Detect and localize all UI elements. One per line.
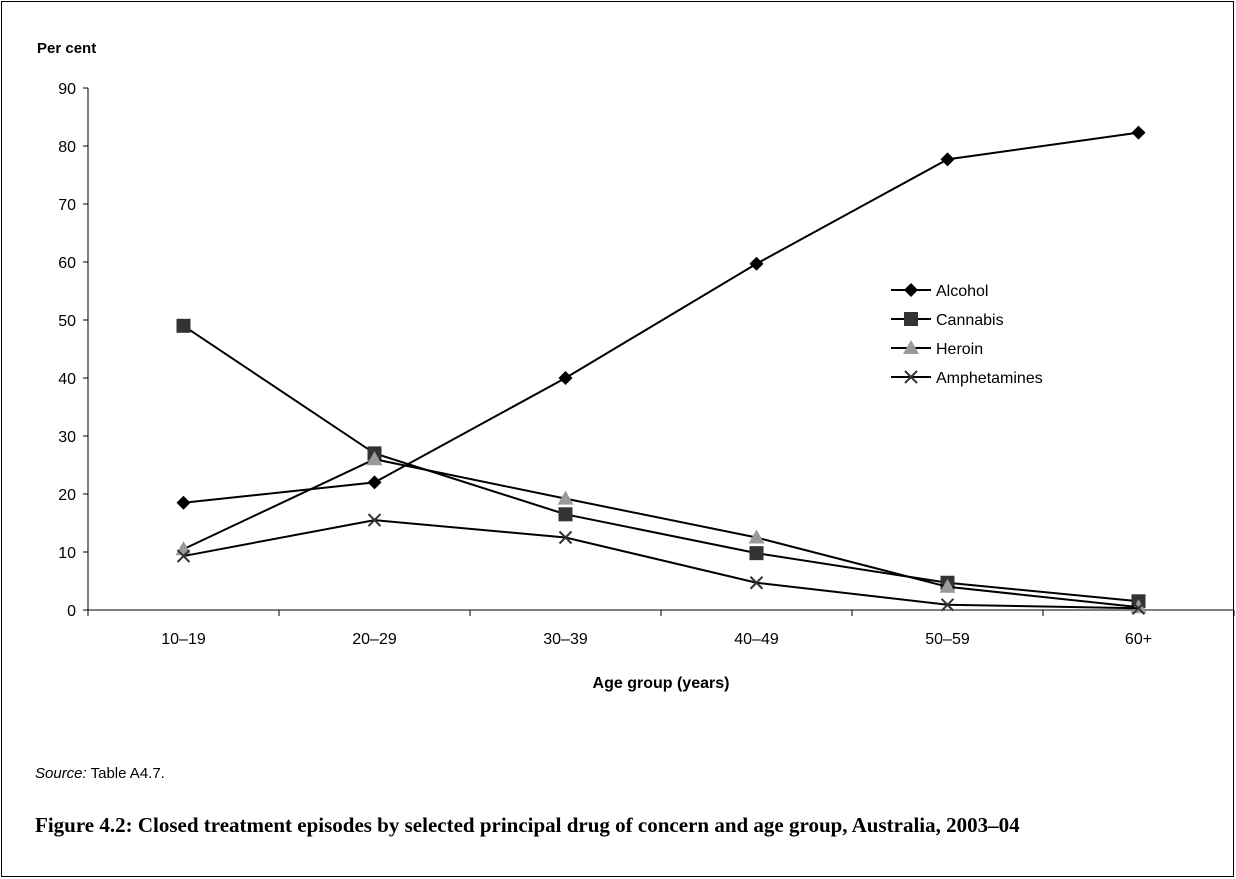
point-alcohol — [940, 152, 955, 167]
x-tick-label: 20–29 — [352, 631, 397, 648]
x-axis-label: Age group (years) — [593, 675, 730, 692]
y-tick-label: 50 — [58, 313, 76, 330]
source-note: Source: Table A4.7. — [35, 765, 165, 782]
legend-label-alcohol: Alcohol — [936, 283, 988, 300]
y-axis-label: Per cent — [37, 40, 96, 57]
axes: 0 10 20 30 40 50 60 70 80 90 10–19 20–29 30–39 40–49 5… — [58, 81, 1235, 648]
y-tick-label: 10 — [58, 545, 76, 562]
point-heroin — [1130, 599, 1147, 614]
y-tick-label: 40 — [58, 371, 76, 388]
figure-caption: Figure 4.2: Closed treatment episodes by… — [35, 813, 1020, 837]
legend-item-heroin: Heroin — [891, 340, 983, 358]
series-line-alcohol — [183, 131, 1139, 504]
legend-item-cannabis: Cannabis — [891, 312, 1004, 329]
point-amphetamines — [1131, 601, 1146, 615]
legend-item-amphetamines: Amphetamines — [891, 370, 1043, 387]
x-tick-label: 40–49 — [734, 631, 779, 648]
legend: Alcohol Cannabis Heroin Amphetamines — [891, 283, 1043, 387]
y-tick-label: 80 — [58, 139, 76, 156]
point-alcohol — [558, 371, 573, 385]
legend-label-cannabis: Cannabis — [936, 312, 1004, 329]
point-heroin — [939, 578, 956, 593]
legend-marker-alcohol — [904, 283, 918, 297]
series-line-heroin — [183, 458, 1139, 609]
legend-marker-cannabis — [904, 312, 918, 326]
series-layer — [175, 125, 1147, 615]
point-alcohol — [749, 256, 764, 271]
point-heroin — [366, 451, 383, 466]
y-tick-label: 60 — [58, 255, 76, 272]
point-cannabis — [176, 318, 191, 333]
point-alcohol — [367, 475, 382, 490]
point-amphetamines — [749, 576, 764, 590]
legend-marker-heroin — [903, 340, 919, 354]
point-heroin — [175, 541, 192, 556]
x-tick-label: 10–19 — [161, 631, 206, 648]
legend-label-amphetamines: Amphetamines — [936, 370, 1043, 387]
point-amphetamines — [940, 598, 955, 612]
y-tick-label: 90 — [58, 81, 76, 98]
point-alcohol — [1131, 125, 1146, 140]
series-line-amphetamines — [183, 519, 1139, 610]
series-heroin — [175, 451, 1147, 614]
point-alcohol — [176, 495, 191, 510]
point-cannabis — [558, 507, 573, 522]
series-alcohol — [176, 125, 1146, 510]
point-amphetamines — [176, 549, 191, 563]
x-tick-label: 50–59 — [925, 631, 970, 648]
x-tick-label: 60+ — [1125, 631, 1152, 648]
point-heroin — [748, 529, 765, 544]
point-amphetamines — [558, 530, 573, 545]
legend-item-alcohol: Alcohol — [891, 283, 988, 300]
source-label: Source: — [35, 765, 87, 782]
series-cannabis — [176, 318, 1146, 609]
y-tick-label: 20 — [58, 487, 76, 504]
point-heroin — [557, 490, 574, 505]
point-amphetamines — [367, 513, 382, 527]
x-tick-label: 30–39 — [543, 631, 588, 648]
point-cannabis — [749, 546, 764, 561]
y-tick-label: 0 — [67, 603, 76, 620]
series-line-cannabis — [182, 324, 1139, 603]
legend-marker-amphetamines — [904, 370, 918, 384]
series-amphetamines — [176, 513, 1146, 615]
y-tick-label: 70 — [58, 197, 76, 214]
legend-label-heroin: Heroin — [936, 341, 983, 358]
y-tick-label: 30 — [58, 429, 76, 446]
source-text: Table A4.7. — [90, 765, 165, 782]
